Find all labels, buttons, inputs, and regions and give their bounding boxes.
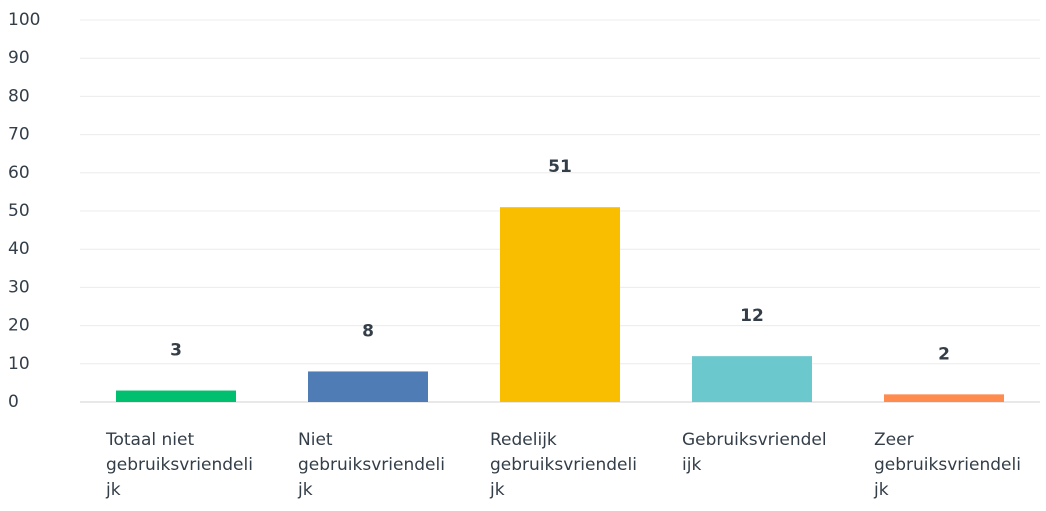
value-label: 2	[938, 344, 950, 364]
y-tick-label: 90	[8, 48, 30, 68]
bar	[884, 394, 1004, 402]
x-tick-label: Zeer gebruiksvriendelijk	[874, 430, 1021, 500]
y-tick-label: 50	[8, 201, 30, 221]
y-tick-label: 60	[8, 163, 30, 183]
y-tick-label: 70	[8, 125, 30, 145]
bar	[500, 207, 620, 402]
x-tick-label: Totaal niet gebruiksvriendelijk	[106, 430, 253, 500]
y-tick-label: 80	[8, 86, 30, 106]
x-tick-label: Redelijk gebruiksvriendelijk	[490, 430, 637, 500]
y-tick-label: 40	[8, 239, 30, 259]
y-tick-label: 0	[8, 392, 19, 412]
y-tick-label: 10	[8, 354, 30, 374]
value-label: 51	[548, 157, 572, 177]
value-label: 3	[170, 341, 182, 361]
y-tick-label: 20	[8, 316, 30, 336]
bar	[116, 390, 236, 402]
bar	[308, 371, 428, 402]
x-tick-label: Gebruiksvriendelijk	[682, 430, 827, 475]
x-tick-label: Niet gebruiksvriendelijk	[298, 430, 445, 500]
y-tick-label: 30	[8, 277, 30, 297]
bar	[692, 356, 812, 402]
value-label: 12	[740, 306, 764, 326]
y-tick-label: 100	[8, 10, 40, 30]
value-label: 8	[362, 321, 374, 341]
